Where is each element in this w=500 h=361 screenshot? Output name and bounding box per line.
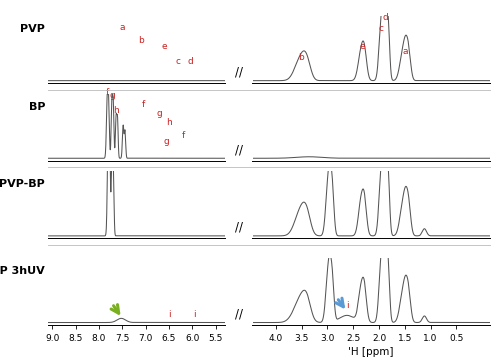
Text: f: f [182,131,184,140]
Text: h: h [114,106,119,115]
Text: i: i [194,310,196,319]
Text: PVP-BP: PVP-BP [0,179,45,190]
Text: //: // [235,66,243,79]
Text: f: f [106,88,109,97]
Text: g: g [164,137,170,146]
Text: c: c [378,24,384,33]
Text: i: i [346,301,348,310]
Text: PVP-BP 3hUV: PVP-BP 3hUV [0,266,45,276]
Text: a: a [120,23,125,32]
Text: a: a [402,47,407,56]
Text: e: e [162,42,167,51]
Text: e: e [360,42,366,51]
Text: f: f [142,100,145,109]
Text: PVP: PVP [20,24,45,34]
Text: d: d [187,57,193,66]
Text: b: b [138,36,144,45]
Text: g: g [109,91,115,100]
Text: //: // [235,143,243,156]
Text: d: d [383,13,388,22]
Text: g: g [156,109,162,118]
X-axis label: 'H [ppm]: 'H [ppm] [348,347,394,357]
Text: b: b [298,53,304,62]
Text: //: // [235,308,243,321]
Text: h: h [166,118,172,127]
Text: //: // [235,221,243,234]
Text: i: i [168,310,171,319]
Text: c: c [176,57,181,66]
Text: BP: BP [28,102,45,112]
